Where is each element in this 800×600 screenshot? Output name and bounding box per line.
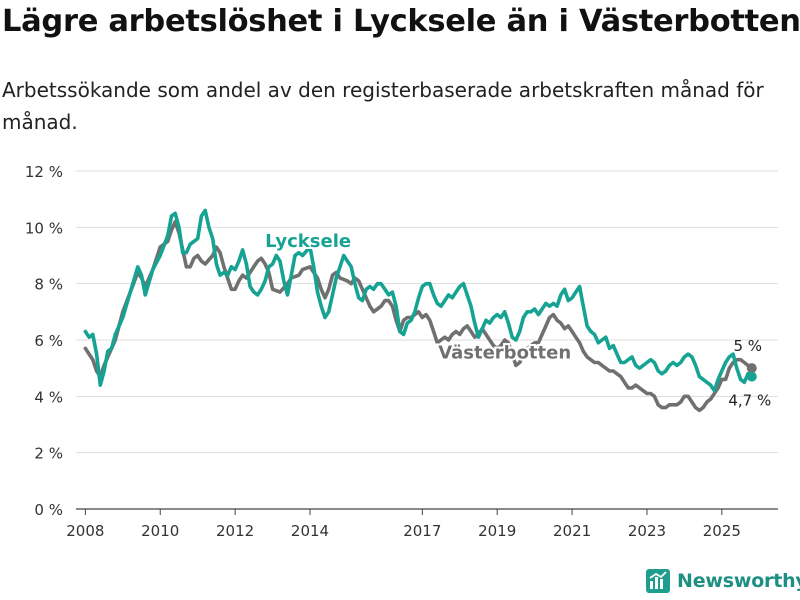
end-label-lycksele: 4,7 % [728, 392, 771, 410]
x-tick-label: 2025 [703, 522, 741, 540]
y-tick-label: 10 % [25, 219, 63, 237]
series-line-lycksele [83, 208, 754, 393]
x-tick-label: 2008 [66, 522, 104, 540]
bar-chart-icon [646, 569, 670, 593]
brand-name: Newsworthy [677, 570, 800, 592]
series-label-vasterbotten: Västerbotten [438, 342, 571, 363]
end-point-lycksele [746, 371, 757, 382]
end-label-vasterbotten: 5 % [734, 337, 763, 355]
x-tick-label: 2019 [478, 522, 516, 540]
y-tick-label: 0 % [34, 501, 63, 519]
x-tick-label: 2021 [553, 522, 591, 540]
y-tick-label: 4 % [34, 388, 63, 406]
x-tick-label: 2023 [628, 522, 666, 540]
x-tick-label: 2017 [403, 522, 441, 540]
chart-subtitle: Arbetssökande som andel av den registerb… [2, 78, 764, 134]
chart-title: Lägre arbetslöshet i Lycksele än i Väste… [2, 4, 800, 39]
series-label-lycksele: Lycksele [265, 231, 351, 252]
x-tick-label: 2010 [141, 522, 179, 540]
series-line-västerbotten [83, 219, 754, 413]
x-tick-label: 2014 [291, 522, 329, 540]
end-point-vasterbotten [746, 363, 757, 374]
newsworthy-logo: Newsworthy [645, 568, 800, 594]
y-tick-label: 8 % [34, 276, 63, 294]
x-tick-label: 2012 [216, 522, 254, 540]
y-tick-label: 12 % [25, 163, 63, 181]
y-tick-label: 2 % [34, 445, 63, 463]
y-tick-label: 6 % [34, 332, 63, 350]
